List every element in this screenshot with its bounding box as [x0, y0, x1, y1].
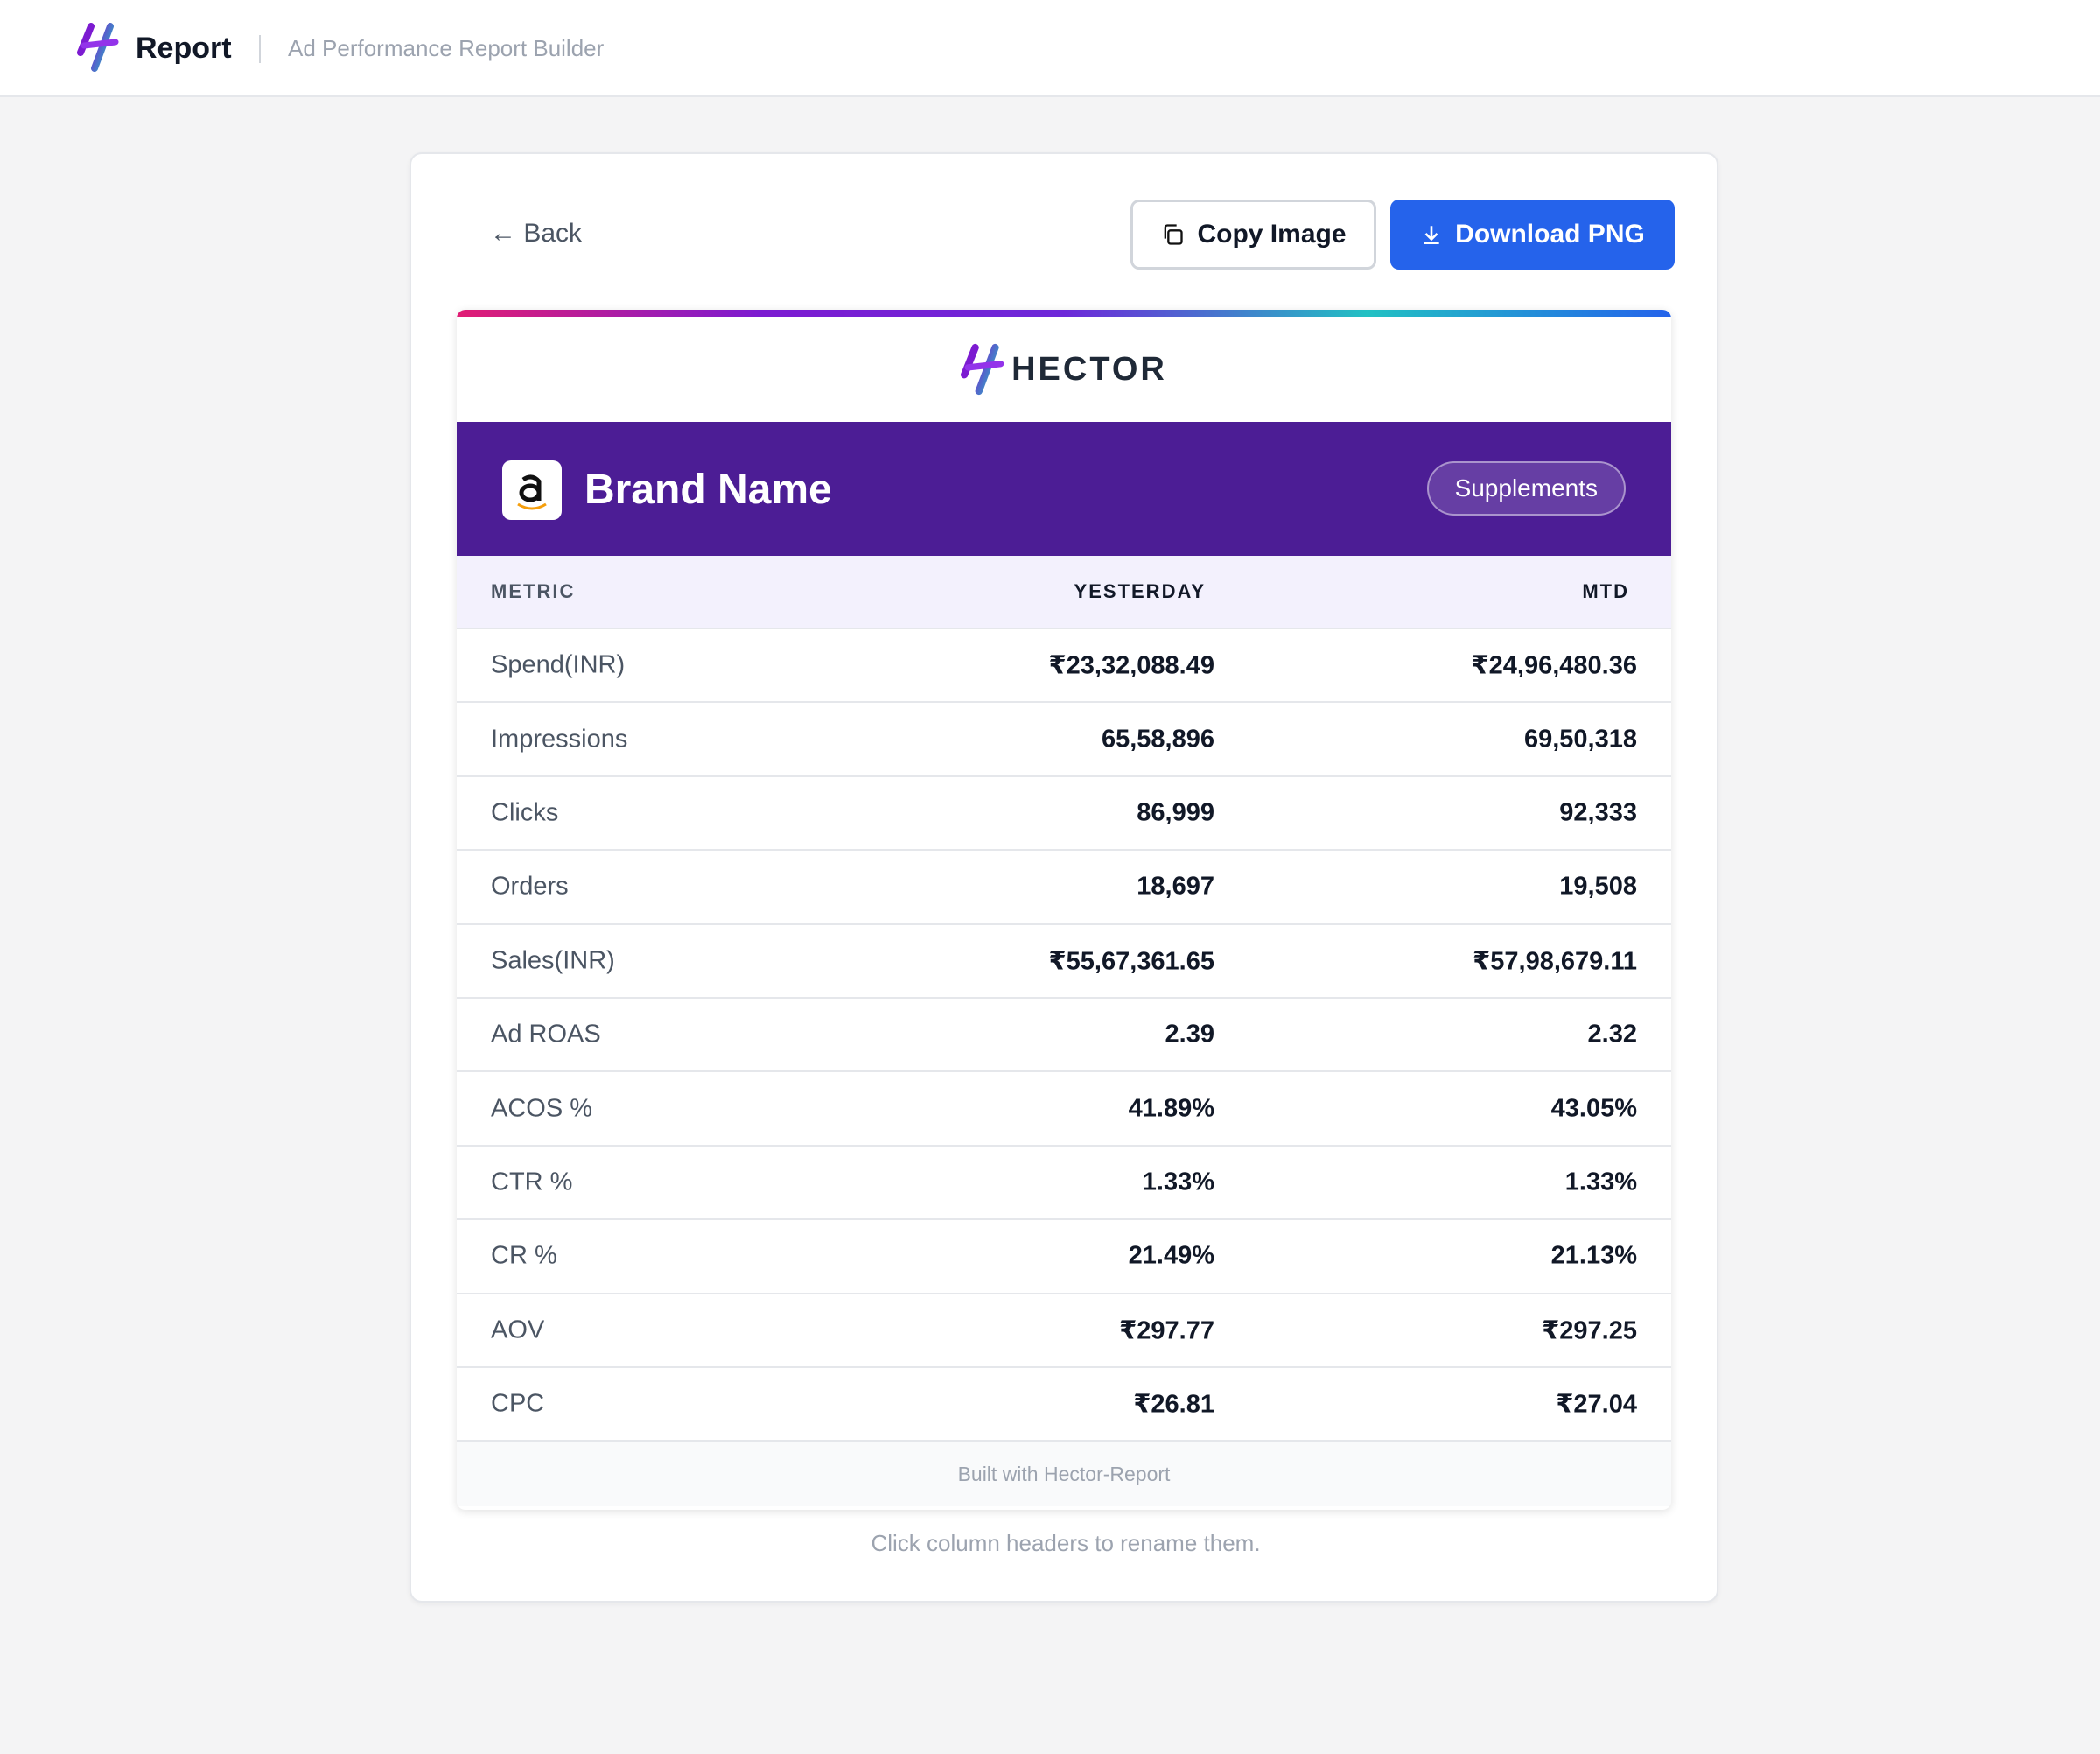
value-cell: ₹57,98,679.11 — [1473, 947, 1637, 976]
copy-button[interactable]: Copy Image — [1130, 200, 1376, 270]
logo-text: HECTOR — [1012, 350, 1167, 388]
hector-icon — [961, 343, 1004, 396]
back-link[interactable]: ← Back — [490, 219, 583, 248]
copy-icon — [1165, 224, 1184, 245]
report-logo: HECTOR — [457, 317, 1671, 422]
table-row: CTR % 1.33% 1.33% — [457, 1147, 1671, 1221]
metric-cell: AOV — [491, 1316, 545, 1344]
divider — [259, 35, 261, 63]
value-cell: 18,697 — [1137, 872, 1214, 901]
metrics-table: METRIC YESTERDAY MTD Spend(INR) ₹23,32,088.4… — [457, 556, 1671, 1442]
metric-cell: CPC — [491, 1389, 545, 1418]
value-cell: 65,58,896 — [1101, 725, 1214, 754]
table-row: Ad ROAS 2.39 2.32 — [457, 999, 1671, 1073]
download-icon — [1424, 226, 1439, 245]
value-cell: 2.32 — [1587, 1020, 1637, 1049]
amazon-icon — [502, 460, 562, 520]
metric-cell: Spend(INR) — [491, 650, 626, 679]
table-row: Spend(INR) ₹23,32,088.49 ₹24,96,480.36 — [457, 629, 1671, 704]
value-cell: ₹297.77 — [1119, 1316, 1214, 1345]
metric-cell: ACOS % — [491, 1094, 593, 1123]
column-header[interactable]: YESTERDAY — [1074, 580, 1206, 602]
report-card: HECTOR Brand Name Supplements METRIC YEST… — [457, 310, 1671, 1510]
table-row: Clicks 86,999 92,333 — [457, 777, 1671, 852]
table-row: CR % 21.49% 21.13% — [457, 1220, 1671, 1294]
value-cell: ₹26.81 — [1133, 1390, 1214, 1419]
table-row: Impressions 65,58,896 69,50,318 — [457, 703, 1671, 777]
value-cell: 92,333 — [1559, 798, 1637, 827]
value-cell: ₹27.04 — [1556, 1390, 1637, 1419]
value-cell: 86,999 — [1137, 798, 1214, 827]
value-cell: 43.05% — [1550, 1094, 1637, 1123]
hint: Click column headers to rename them. — [871, 1530, 1261, 1556]
download-label: Download PNG — [1455, 220, 1645, 249]
metric-cell: Orders — [491, 872, 569, 901]
gradient-bar — [457, 310, 1671, 317]
report-footer: Built with Hector-Report — [457, 1442, 1671, 1507]
value-cell: 2.39 — [1165, 1020, 1214, 1049]
copy-label: Copy Image — [1197, 220, 1347, 249]
table-row: CPC ₹26.81 ₹27.04 — [457, 1368, 1671, 1442]
column-header[interactable]: METRIC — [491, 580, 576, 602]
metric-cell: Impressions — [491, 725, 628, 754]
brand-band: Brand Name Supplements — [457, 422, 1671, 556]
top-bar: Report Ad Performance Report Builder — [0, 0, 2100, 97]
value-cell: 69,50,318 — [1523, 725, 1637, 754]
value-cell: ₹297.25 — [1542, 1316, 1637, 1345]
header-row: METRIC YESTERDAY MTD — [457, 556, 1671, 629]
table-row: ACOS % 41.89% 43.05% — [457, 1072, 1671, 1147]
value-cell: 21.49% — [1128, 1241, 1214, 1270]
value-cell: 19,508 — [1559, 872, 1637, 901]
back-label: Back — [523, 219, 583, 248]
metric-cell: CTR % — [491, 1168, 573, 1196]
table-row: Orders 18,697 19,508 — [457, 851, 1671, 925]
value-cell: 21.13% — [1550, 1241, 1637, 1270]
column-header[interactable]: MTD — [1582, 580, 1629, 602]
value-cell: 1.33% — [1142, 1168, 1214, 1196]
download-button[interactable]: Download PNG — [1390, 200, 1675, 270]
value-cell: ₹55,67,361.65 — [1048, 947, 1214, 976]
category-pill: Supplements — [1426, 461, 1626, 516]
value-cell: ₹23,32,088.49 — [1048, 651, 1214, 680]
metric-cell: Ad ROAS — [491, 1020, 601, 1049]
app-logo — [77, 23, 119, 72]
metric-cell: CR % — [491, 1241, 557, 1270]
app-subtitle: Ad Performance Report Builder — [288, 35, 605, 61]
value-cell: ₹24,96,480.36 — [1471, 651, 1637, 680]
metric-cell: Sales(INR) — [491, 946, 615, 975]
brand-name: Brand Name — [584, 467, 832, 513]
value-cell: 41.89% — [1128, 1094, 1214, 1123]
table-row: AOV ₹297.77 ₹297.25 — [457, 1294, 1671, 1368]
value-cell: 1.33% — [1564, 1168, 1637, 1196]
metric-cell: Clicks — [491, 798, 559, 827]
table-row: Sales(INR) ₹55,67,361.65 ₹57,98,679.11 — [457, 925, 1671, 999]
app-title: Report — [136, 32, 232, 65]
